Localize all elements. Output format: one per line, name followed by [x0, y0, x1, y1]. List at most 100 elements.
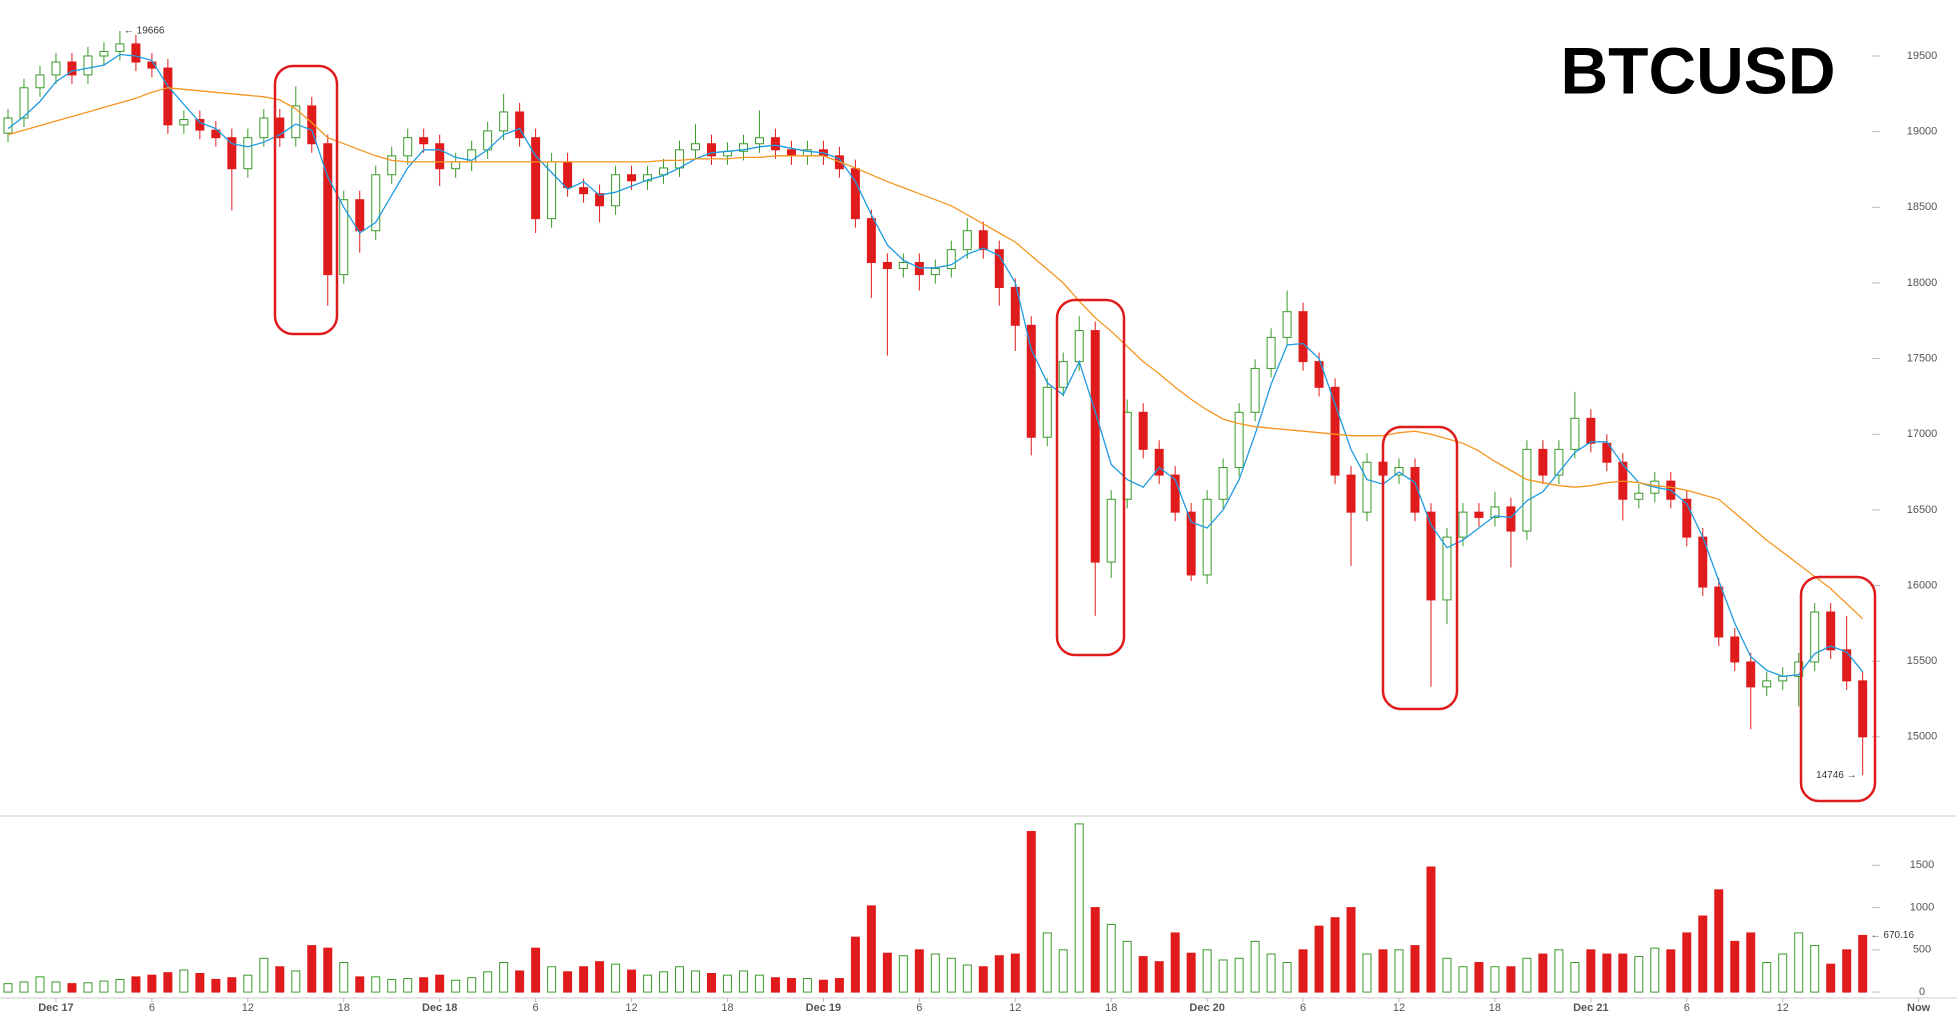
candle-body — [19, 87, 29, 119]
candle-body — [1714, 586, 1724, 638]
x-tick-label: Now — [1907, 1002, 1931, 1014]
x-tick-label: Dec 18 — [422, 1002, 457, 1014]
volume-bar — [339, 962, 349, 993]
volume-tick-label: 1000 — [1910, 901, 1934, 913]
candle-body — [1538, 448, 1548, 476]
volume-bar — [786, 978, 796, 993]
volume-tick-label: 0 — [1919, 986, 1925, 998]
ma-line — [7, 53, 1864, 677]
candle-body — [371, 174, 381, 232]
volume-bar — [1474, 962, 1484, 993]
y-tick-label: 18000 — [1907, 277, 1938, 289]
candle-body — [1010, 286, 1020, 326]
candle-body — [1458, 511, 1468, 538]
x-tick-label: 18 — [721, 1002, 733, 1014]
volume-bar — [115, 978, 125, 993]
volume-bar — [515, 970, 525, 993]
candle-body — [147, 61, 157, 69]
volume-bar — [1218, 959, 1228, 993]
x-tick-label: 18 — [1489, 1002, 1501, 1014]
candle-body — [706, 143, 716, 157]
volume-bar — [1122, 940, 1132, 993]
volume-bar — [1490, 966, 1500, 993]
volume-bar — [1394, 949, 1404, 993]
volume-bar — [227, 977, 237, 993]
candle-body — [499, 111, 509, 132]
candle-body — [1522, 448, 1532, 532]
volume-bar — [1586, 949, 1596, 993]
candle-body — [1554, 448, 1564, 476]
volume-bar — [435, 974, 445, 993]
volume-bar — [1298, 949, 1308, 993]
volume-bar — [99, 980, 109, 993]
candle-body — [1602, 442, 1612, 463]
volume-bar — [1778, 953, 1788, 993]
high-label: ← 19666 — [124, 26, 165, 37]
candle-body — [99, 50, 109, 57]
candle-body — [1490, 506, 1500, 518]
volume-bar — [1858, 934, 1868, 993]
volume-bar — [1314, 925, 1324, 993]
candle-body — [1074, 330, 1084, 363]
volume-bar — [1826, 963, 1836, 993]
low-label: 14746 → — [1816, 770, 1857, 781]
volume-bar — [35, 976, 45, 993]
volume-bar — [1010, 953, 1020, 993]
volume-bar — [1634, 956, 1644, 993]
volume-bar — [1346, 907, 1356, 993]
volume-bar — [898, 955, 908, 993]
volume-bar — [451, 979, 461, 993]
candle-body — [659, 167, 669, 176]
highlight-box — [273, 64, 339, 336]
volume-bar — [211, 978, 221, 993]
volume-bar — [131, 976, 141, 993]
volume-bar — [627, 969, 637, 993]
x-tick-label: 18 — [338, 1002, 350, 1014]
volume-bar — [1458, 966, 1468, 993]
volume-bar — [1762, 962, 1772, 993]
x-tick-label: 18 — [1105, 1002, 1117, 1014]
volume-bar — [1250, 940, 1260, 993]
candle-body — [1202, 498, 1212, 576]
volume-bar — [307, 945, 317, 993]
candle-body — [1826, 611, 1836, 651]
candle-body — [227, 137, 237, 170]
candle-body — [1506, 506, 1516, 532]
candle-body — [211, 129, 221, 139]
candle-body — [243, 137, 253, 170]
x-tick-label: 6 — [1684, 1002, 1690, 1014]
y-tick-label: 19000 — [1907, 126, 1938, 138]
candle-body — [595, 193, 605, 207]
volume-bar — [3, 983, 13, 993]
candle-body — [914, 262, 924, 276]
candle-body — [962, 230, 972, 251]
volume-bar — [323, 947, 333, 993]
volume-bar — [1106, 923, 1116, 993]
candle-body — [994, 249, 1004, 288]
volume-bar — [1138, 956, 1148, 993]
x-tick-label: 12 — [1777, 1002, 1789, 1014]
candle-body — [387, 155, 397, 176]
candle-body — [179, 119, 189, 126]
candle-body — [1042, 386, 1052, 438]
candle-body — [643, 174, 653, 182]
candle-body — [675, 149, 685, 169]
marks: 1500015500160001650017000175001800018500… — [3, 26, 1938, 1014]
candle-body — [339, 199, 349, 276]
volume-bar — [1650, 947, 1660, 993]
volume-bar — [834, 978, 844, 993]
volume-bar — [1810, 945, 1820, 993]
x-tick-label: 12 — [1393, 1002, 1405, 1014]
x-tick-label: 6 — [1300, 1002, 1306, 1014]
candle-body — [611, 174, 621, 207]
volume-bar — [1538, 953, 1548, 993]
candle-body — [1362, 461, 1372, 513]
x-tick-label: 6 — [533, 1002, 539, 1014]
volume-bar — [691, 970, 700, 993]
volume-bar — [1378, 949, 1388, 993]
candle-body — [930, 268, 940, 276]
volume-bar — [1234, 957, 1244, 993]
volume-bar — [1186, 952, 1196, 993]
